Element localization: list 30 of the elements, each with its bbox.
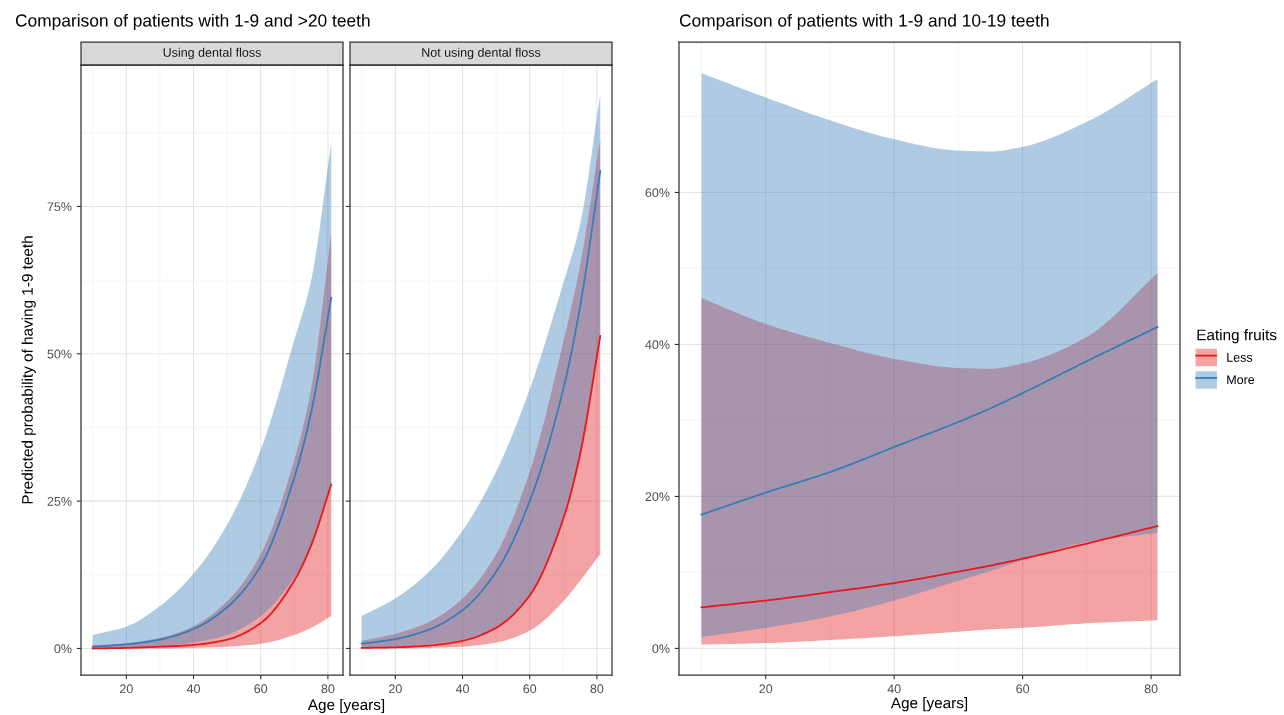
y-tick-label: 0% — [652, 644, 670, 654]
legend-title: Eating fruits — [1197, 329, 1277, 344]
x-axis-title: Age [years] — [307, 698, 385, 714]
y-tick-label: 60% — [645, 188, 670, 198]
x-tick-label: 20 — [120, 684, 133, 694]
x-tick-label: 40 — [186, 684, 200, 694]
x-tick-label: 80 — [1144, 684, 1158, 694]
y-tick-label: 50% — [47, 349, 72, 359]
y-tick-label: 40% — [645, 340, 670, 350]
x-tick-label: 40 — [455, 684, 469, 694]
chart-subtitle: Not using dental floss — [422, 47, 541, 60]
x-axis-title: Age [years] — [890, 697, 968, 712]
x-tick-label: 20 — [389, 684, 402, 694]
x-tick-label: 80 — [321, 684, 335, 694]
chart-title: Comparison of patients with 1-9 and >20 teeth — [15, 13, 370, 31]
y-tick-label: 25% — [47, 496, 72, 506]
chart-title: Comparison of patients with 1-9 and 10-19 teeth — [679, 13, 1049, 31]
x-tick-label: 60 — [254, 684, 268, 694]
x-tick-label: 80 — [590, 684, 604, 694]
y-tick-label: 75% — [47, 202, 72, 212]
legend-label: More — [1227, 375, 1255, 385]
x-tick-label: 20 — [759, 684, 773, 694]
x-tick-label: 60 — [523, 684, 537, 694]
x-tick-label: 40 — [887, 684, 901, 694]
y-axis-title: Predicted probability of having 1-9 teeth — [21, 236, 36, 504]
y-tick-label: 0% — [54, 644, 72, 654]
chart-subtitle: Using dental floss — [163, 47, 261, 60]
x-tick-label: 60 — [1016, 684, 1030, 694]
legend-label: Less — [1227, 353, 1253, 362]
y-tick-label: 20% — [645, 492, 670, 502]
